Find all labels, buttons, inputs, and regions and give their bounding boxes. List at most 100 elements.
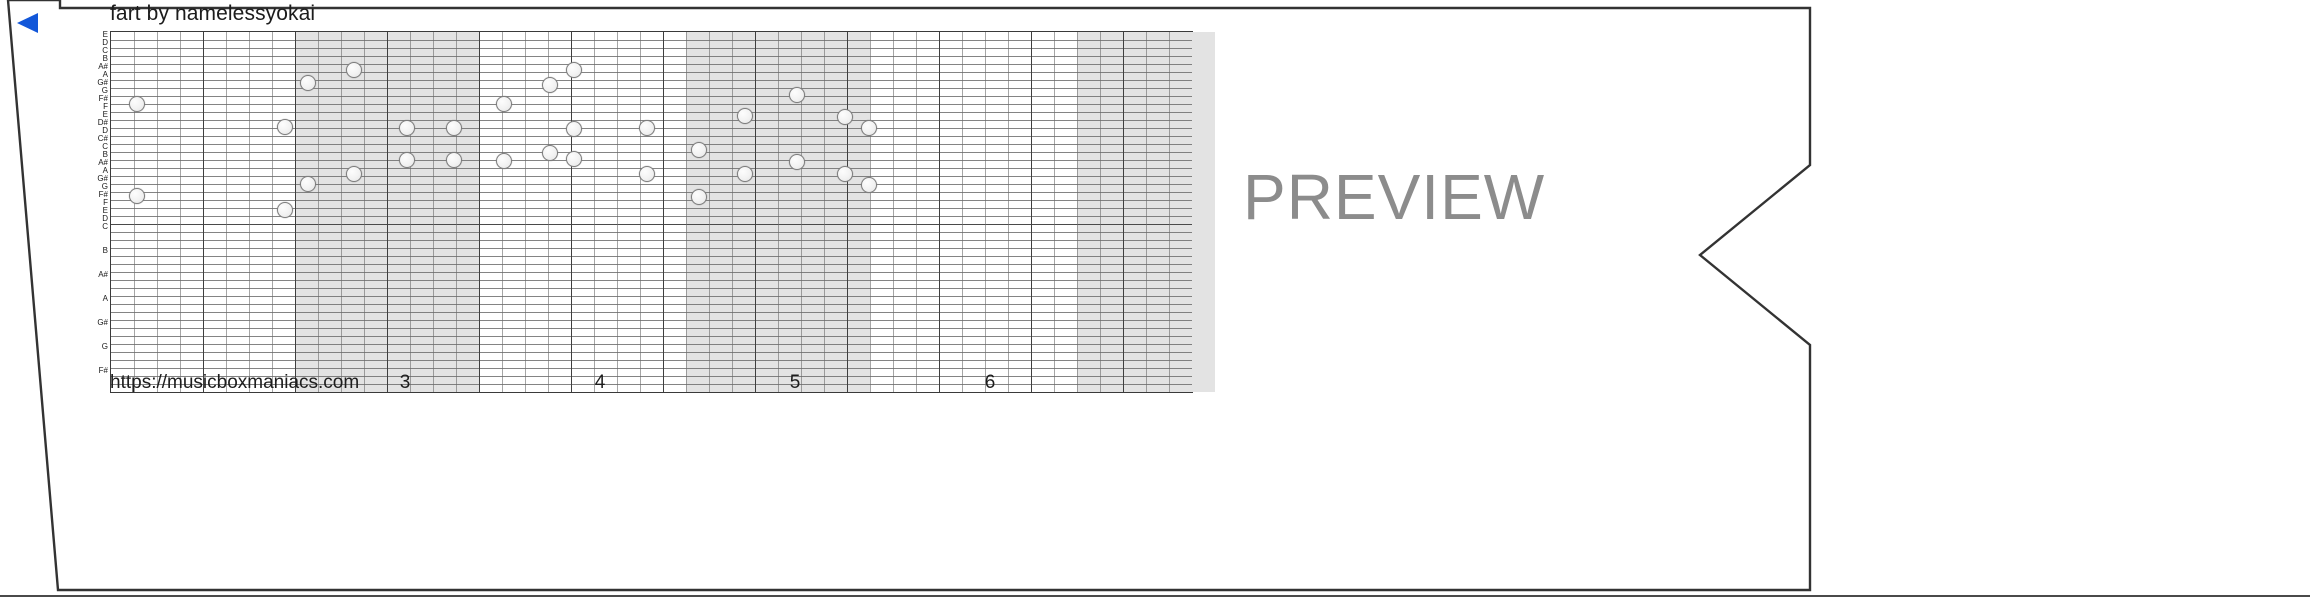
grid-col-line: [1031, 32, 1032, 392]
note-dot[interactable]: [566, 62, 582, 78]
note-row-label: D: [102, 38, 108, 47]
grid-col-line: [663, 32, 664, 392]
grid-col-line: [1146, 32, 1147, 392]
grid-col-line: [801, 32, 802, 392]
note-row-label: E: [102, 110, 108, 119]
grid-row-line: [111, 40, 1192, 41]
grid-col-line: [318, 32, 319, 392]
grid-row-line: [111, 304, 1192, 305]
grid-row-line: [111, 272, 1192, 273]
grid-row-line: [111, 184, 1192, 185]
note-dot[interactable]: [300, 75, 316, 91]
grid-col-line: [456, 32, 457, 392]
grid-col-line: [1054, 32, 1055, 392]
grid-row-line: [111, 80, 1192, 81]
grid-col-line: [502, 32, 503, 392]
note-row-label: G#: [97, 78, 108, 87]
grid-col-line: [226, 32, 227, 392]
note-row-label: C: [102, 46, 108, 55]
note-dot[interactable]: [446, 120, 462, 136]
note-dot[interactable]: [789, 87, 805, 103]
note-dot[interactable]: [300, 176, 316, 192]
note-dot[interactable]: [861, 120, 877, 136]
grid-row-line: [111, 240, 1192, 241]
note-row-label: F#: [98, 94, 108, 103]
note-dot[interactable]: [737, 108, 753, 124]
bottom-axis: https://musicboxmaniacs.com 3 4 5 6: [110, 372, 1210, 400]
bottom-divider: [0, 595, 2310, 597]
grid-col-line: [893, 32, 894, 392]
note-dot[interactable]: [789, 154, 805, 170]
note-dot[interactable]: [691, 189, 707, 205]
note-row-label: F: [103, 102, 108, 111]
note-dot[interactable]: [496, 153, 512, 169]
note-dot[interactable]: [496, 96, 512, 112]
note-dot[interactable]: [837, 109, 853, 125]
note-dot[interactable]: [346, 166, 362, 182]
note-dot[interactable]: [639, 120, 655, 136]
grid-row-line: [111, 256, 1192, 257]
note-row-label: A: [102, 294, 108, 303]
note-dot[interactable]: [861, 177, 877, 193]
note-row-label: A#: [98, 62, 108, 71]
note-dot[interactable]: [399, 120, 415, 136]
note-row-label: D: [102, 126, 108, 135]
note-dot[interactable]: [691, 142, 707, 158]
grid-row-line: [111, 288, 1192, 289]
note-row-label: G: [101, 342, 108, 351]
grid-col-line: [525, 32, 526, 392]
note-dot[interactable]: [542, 145, 558, 161]
grid-row-line: [111, 312, 1192, 313]
back-button[interactable]: [14, 10, 42, 36]
site-url-label: https://musicboxmaniacs.com: [110, 372, 360, 393]
note-row-label: D#: [97, 118, 108, 127]
grid-row-line: [111, 56, 1192, 57]
grid-row-line: [111, 328, 1192, 329]
grid-col-line: [824, 32, 825, 392]
note-dot[interactable]: [446, 152, 462, 168]
note-dot[interactable]: [566, 151, 582, 167]
note-grid[interactable]: [110, 31, 1215, 393]
note-dot[interactable]: [129, 188, 145, 204]
grid-col-line: [364, 32, 365, 392]
note-dot[interactable]: [639, 166, 655, 182]
measure-number: 5: [789, 372, 801, 393]
note-dot[interactable]: [277, 119, 293, 135]
grid-col-line: [939, 32, 940, 392]
note-row-label: B: [102, 246, 108, 255]
grid-row-line: [111, 280, 1192, 281]
grid-wrapper: E D C B A# A G# G F# F E D# D C# C B A# A G# G F# F E D C B A# A G# G…: [97, 31, 1215, 393]
note-dot[interactable]: [399, 152, 415, 168]
note-dot[interactable]: [277, 202, 293, 218]
note-dot[interactable]: [346, 62, 362, 78]
grid-col-line: [249, 32, 250, 392]
grid-col-line: [180, 32, 181, 392]
grid-col-line: [479, 32, 480, 392]
note-row-label: C: [102, 142, 108, 151]
grid-row-line: [111, 88, 1192, 89]
grid-row-line: [111, 320, 1192, 321]
grid-row-line: [111, 64, 1192, 65]
note-dot[interactable]: [837, 166, 853, 182]
grid-row-line: [111, 232, 1192, 233]
note-row-label: A#: [98, 158, 108, 167]
grid-col-line: [157, 32, 158, 392]
note-dot[interactable]: [737, 166, 753, 182]
note-row-label: C#: [97, 134, 108, 143]
grid-row-line: [111, 336, 1192, 337]
note-row-label: G#: [97, 174, 108, 183]
grid-row-line: [111, 200, 1192, 201]
grid-col-line: [640, 32, 641, 392]
note-dot[interactable]: [566, 121, 582, 137]
grid-row-line: [111, 144, 1192, 145]
note-row-label: B: [102, 54, 108, 63]
grid-col-line: [617, 32, 618, 392]
preview-watermark: PREVIEW: [1243, 161, 1546, 233]
measure-number: 3: [399, 372, 411, 393]
grid-row-line: [111, 104, 1192, 105]
grid-col-line: [410, 32, 411, 392]
note-dot[interactable]: [129, 96, 145, 112]
note-row-label: G: [101, 182, 108, 191]
grid-col-line: [295, 32, 296, 392]
note-dot[interactable]: [542, 77, 558, 93]
